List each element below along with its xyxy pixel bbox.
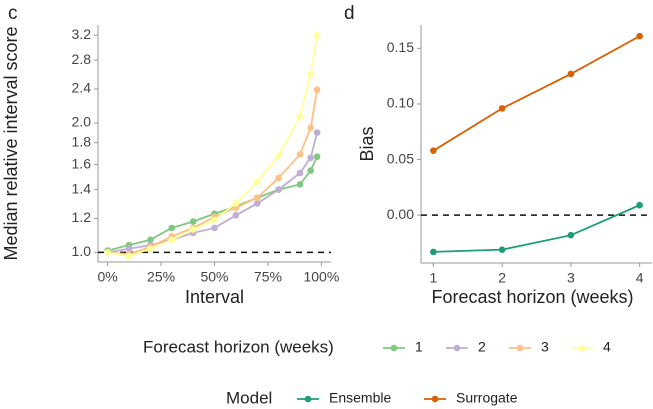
panel-label: d	[344, 3, 355, 24]
legend-title: Model	[226, 388, 272, 407]
y-tick-label: 0.10	[387, 95, 414, 111]
point	[232, 211, 240, 219]
legend-label: Surrogate	[456, 390, 518, 406]
point	[147, 236, 154, 244]
point	[253, 194, 261, 202]
point	[275, 186, 282, 193]
x-tick-label: 3	[567, 270, 575, 286]
y-tick-label: 1.8	[72, 133, 92, 149]
x-tick-label: 2	[498, 270, 506, 286]
legend-key-dot	[578, 344, 586, 352]
point	[636, 201, 643, 209]
point	[313, 153, 321, 160]
point	[211, 224, 218, 232]
y-tick-label: 3.2	[72, 26, 92, 42]
point	[296, 113, 304, 120]
point	[253, 200, 261, 207]
legend-label: Ensemble	[329, 390, 391, 406]
x-tick-label: 1	[429, 270, 437, 286]
y-tick-label: 2.0	[72, 114, 92, 130]
series-line	[433, 204, 640, 253]
point	[498, 246, 506, 253]
point	[211, 216, 218, 224]
y-axis-title: Median relative interval score	[1, 26, 21, 260]
legend-key-dot	[390, 344, 398, 352]
y-tick-label: 2.8	[72, 51, 92, 67]
panel-label: c	[8, 3, 18, 24]
x-tick-label: 100%	[303, 269, 339, 285]
point	[430, 147, 437, 154]
point	[567, 70, 575, 78]
y-tick-label: 2.4	[72, 80, 92, 96]
point	[253, 178, 261, 186]
point	[147, 245, 154, 253]
point	[313, 129, 321, 136]
x-tick-label: 75%	[254, 269, 282, 285]
point	[307, 124, 314, 132]
legend-key-dot	[516, 344, 524, 352]
legend-label: 1	[415, 339, 423, 355]
point	[307, 154, 314, 162]
point	[168, 224, 176, 232]
x-tick-label: 25%	[147, 269, 175, 285]
legend-key-dot	[453, 344, 461, 352]
point	[189, 226, 197, 233]
y-tick-label: 1.4	[72, 180, 92, 196]
point	[307, 71, 314, 79]
point	[296, 169, 304, 177]
series-line	[107, 35, 318, 258]
point	[168, 236, 176, 244]
point	[125, 252, 133, 260]
series-line	[107, 132, 318, 254]
point	[430, 248, 437, 256]
x-axis-title: Interval	[185, 287, 244, 307]
y-tick-label: 0.05	[387, 150, 414, 166]
y-tick-label: 1.6	[72, 155, 92, 171]
point	[275, 174, 282, 182]
y-tick-label: 1.2	[72, 209, 92, 225]
point	[296, 151, 304, 158]
point	[296, 181, 304, 188]
point	[189, 218, 197, 225]
point	[275, 152, 282, 159]
y-tick-label: 0.15	[387, 39, 414, 55]
legend-label: 2	[478, 339, 486, 355]
point	[498, 105, 506, 112]
point	[636, 32, 643, 40]
point	[104, 249, 111, 256]
y-axis-title: Bias	[357, 126, 377, 161]
x-axis-title: Forecast horizon (weeks)	[431, 287, 633, 307]
series-line	[432, 35, 641, 152]
legend-key-dot	[431, 395, 439, 403]
x-tick-label: 0%	[98, 269, 118, 285]
legend-key-dot	[304, 395, 312, 403]
point	[313, 86, 321, 94]
point	[307, 167, 314, 174]
legend-title: Forecast horizon (weeks)	[143, 337, 334, 356]
y-tick-label: 0.00	[387, 206, 414, 222]
point	[232, 200, 240, 207]
x-tick-label: 50%	[200, 269, 228, 285]
point	[313, 31, 321, 39]
x-tick-label: 4	[636, 270, 644, 286]
legend-label: 4	[603, 339, 611, 355]
legend-label: 3	[541, 339, 549, 355]
y-tick-label: 1.0	[72, 243, 92, 259]
point	[125, 245, 133, 253]
point	[567, 231, 575, 239]
